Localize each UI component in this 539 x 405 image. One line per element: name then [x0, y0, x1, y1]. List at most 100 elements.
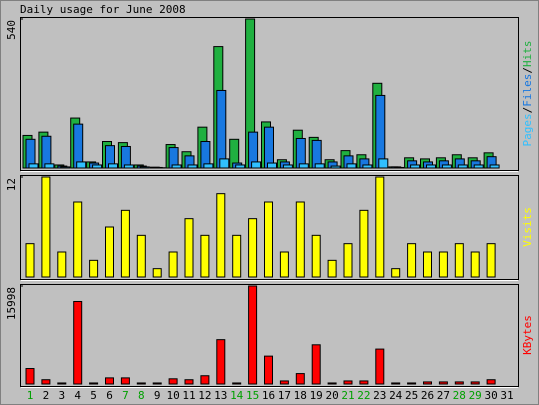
bar: [378, 158, 389, 169]
x-tick-label: 22: [357, 389, 370, 402]
bar: [92, 164, 103, 169]
bar: [267, 162, 277, 169]
bar: [359, 209, 369, 278]
bar: [200, 234, 210, 278]
bar: [327, 259, 337, 278]
bar: [330, 165, 341, 169]
bar: [248, 285, 258, 385]
legend-entry: Files: [521, 74, 534, 107]
x-tick-label: 6: [106, 389, 113, 402]
bar: [57, 382, 67, 385]
legend: Visits: [521, 207, 534, 247]
x-tick-label: 24: [389, 389, 403, 402]
bar: [136, 234, 146, 278]
bar: [171, 164, 182, 169]
x-tick-label: 3: [58, 389, 65, 402]
x-tick-label: 13: [214, 389, 227, 402]
bar: [184, 379, 194, 385]
bar: [457, 164, 468, 169]
x-tick-label: 17: [278, 389, 291, 402]
bar: [486, 379, 496, 385]
bar: [168, 378, 178, 385]
legend-entry: Visits: [521, 207, 534, 247]
bar: [73, 123, 84, 169]
x-tick-label: 1: [27, 389, 34, 402]
x-tick-label: 10: [166, 389, 179, 402]
bar: [41, 176, 51, 278]
x-tick-label: 12: [198, 389, 211, 402]
bar: [279, 380, 289, 385]
bar: [410, 164, 421, 169]
bar: [407, 243, 417, 278]
bar: [60, 166, 71, 169]
x-tick-label: 19: [310, 389, 323, 402]
bar: [375, 94, 386, 169]
bar: [200, 375, 210, 385]
x-tick-label: 31: [500, 389, 513, 402]
x-tick-label: 29: [469, 389, 482, 402]
x-tick-label: 14: [230, 389, 244, 402]
bar: [394, 166, 405, 169]
x-tick-label: 11: [182, 389, 195, 402]
x-tick-label: 2: [43, 389, 50, 402]
x-tick-label: 21: [341, 389, 354, 402]
bar: [57, 251, 67, 278]
x-tick-label: 9: [154, 389, 161, 402]
legend: Pages/Files/Hits: [521, 41, 534, 147]
bar: [426, 164, 436, 169]
x-tick-label: 30: [484, 389, 497, 402]
bar: [152, 268, 162, 278]
bar: [473, 164, 484, 169]
bar: [311, 344, 321, 385]
x-tick-label: 4: [74, 389, 81, 402]
bar: [327, 382, 337, 385]
bar: [152, 382, 162, 385]
bar: [375, 176, 385, 278]
bar: [359, 380, 369, 385]
bar: [314, 163, 325, 169]
bar: [139, 166, 150, 169]
bar: [454, 381, 464, 385]
bar: [41, 135, 52, 169]
bar: [187, 164, 198, 169]
bar: [108, 163, 118, 169]
bar: [343, 380, 353, 385]
bar: [216, 89, 227, 169]
y-tick-label: 12: [5, 178, 18, 191]
legend-entry: Pages: [521, 113, 534, 146]
bar: [25, 368, 35, 385]
bar: [168, 251, 178, 278]
bar: [362, 164, 373, 169]
bar: [89, 382, 99, 385]
legend: KBytes: [521, 315, 534, 355]
bar: [41, 379, 51, 385]
bar: [391, 268, 401, 278]
bar: [105, 377, 114, 385]
bar: [295, 373, 305, 385]
legend-entry: Hits: [521, 41, 534, 68]
legend-separator: /: [521, 107, 534, 114]
bar: [470, 251, 480, 278]
x-tick-label: 18: [294, 389, 307, 402]
legend-entry: KBytes: [521, 315, 534, 355]
bar: [76, 161, 87, 169]
bar: [248, 218, 258, 278]
x-tick-label: 16: [262, 389, 275, 402]
bar: [264, 201, 273, 278]
x-tick-label: 28: [453, 389, 466, 402]
bar: [264, 355, 273, 385]
bar: [105, 226, 114, 278]
bar: [375, 348, 385, 385]
bar: [454, 243, 464, 278]
x-tick-label: 20: [325, 389, 338, 402]
bar: [251, 161, 262, 169]
bar: [73, 201, 83, 278]
bar: [219, 158, 230, 169]
bar: [136, 382, 146, 385]
bar: [486, 243, 496, 278]
bar: [438, 381, 448, 385]
y-tick-label: 540: [5, 20, 18, 40]
bar: [120, 377, 130, 385]
bar: [311, 234, 321, 278]
